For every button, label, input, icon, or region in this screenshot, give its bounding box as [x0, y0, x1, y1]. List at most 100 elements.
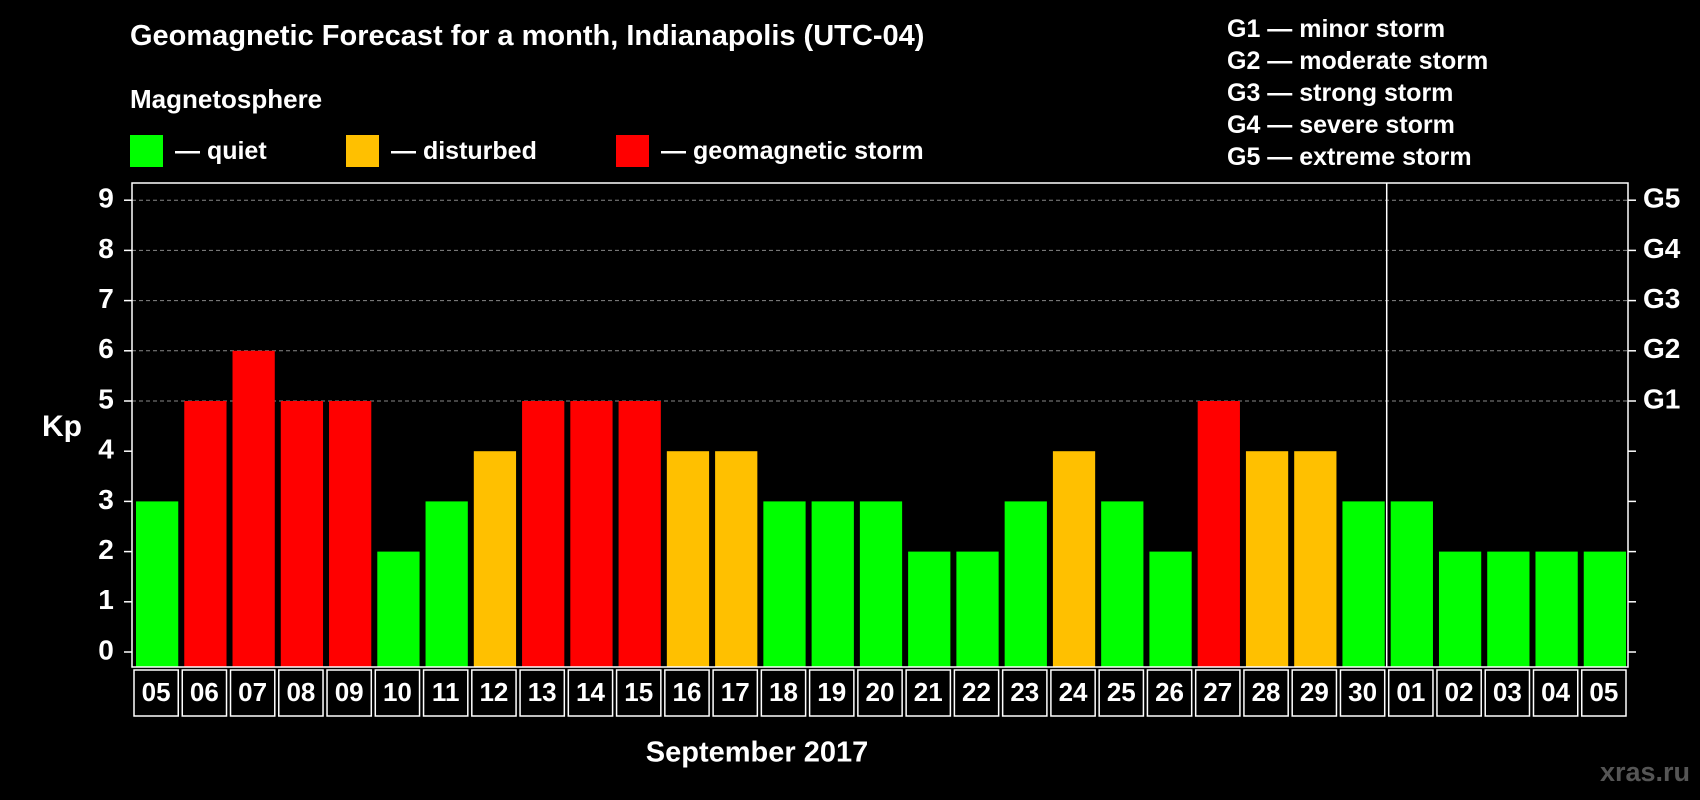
- bar-06: [184, 401, 227, 667]
- g-axis-label: G4: [1643, 233, 1681, 264]
- x-tick-label: 08: [286, 677, 315, 707]
- x-tick-box: [519, 669, 566, 717]
- g-scale-item: G5 — extreme storm: [1227, 143, 1472, 171]
- x-tick-label: 16: [673, 677, 702, 707]
- legend-swatch-quiet: [130, 135, 163, 167]
- x-tick-box: [471, 669, 517, 717]
- bar-17: [715, 451, 758, 667]
- y-tick-label: 0: [98, 634, 114, 665]
- bar-11: [425, 501, 468, 667]
- x-tick-label: 14: [576, 677, 605, 707]
- legend-item-storm: — geomagnetic storm: [616, 135, 924, 167]
- bar-04: [1535, 551, 1578, 667]
- bar-02: [1438, 551, 1482, 667]
- y-tick-label: 6: [98, 333, 114, 364]
- x-tick-label: 23: [1010, 677, 1039, 707]
- y-tick-label: 1: [98, 584, 114, 615]
- y-tick-label: 8: [98, 233, 114, 264]
- x-tick-box: [857, 669, 903, 717]
- legend-swatch-disturbed: [346, 135, 379, 167]
- x-tick-label: 26: [1155, 677, 1184, 707]
- x-tick-box: [1580, 669, 1627, 717]
- g-axis-label: G1: [1643, 383, 1680, 414]
- watermark: xras.ru: [1599, 757, 1690, 787]
- bar-27: [1197, 401, 1240, 667]
- x-tick-box: [1001, 669, 1048, 717]
- x-tick-box: [712, 669, 759, 717]
- x-tick-box: [808, 669, 855, 717]
- x-tick-box: [905, 669, 952, 717]
- x-tick-box: [422, 669, 469, 717]
- bar-12: [473, 451, 517, 667]
- y-axis-title: Kp: [42, 410, 82, 443]
- bar-13: [522, 401, 565, 667]
- chart-title: Geomagnetic Forecast for a month, Indian…: [130, 20, 925, 52]
- x-tick-label: 18: [769, 677, 798, 707]
- x-tick-label: 24: [1059, 677, 1088, 707]
- bar-16: [666, 451, 710, 667]
- g-scale-legend: G1 — minor storm G2 — moderate storm G3 …: [1227, 13, 1488, 173]
- g-scale-item: G3 — strong storm: [1227, 79, 1454, 107]
- plot-frame: [131, 182, 1629, 668]
- bar-26: [1149, 551, 1192, 667]
- x-tick-box: [1484, 669, 1531, 717]
- x-tick-label: 11: [432, 677, 460, 707]
- x-tick-label: 02: [1445, 677, 1474, 707]
- x-tick-label: 06: [190, 677, 219, 707]
- y-tick-label: 5: [98, 383, 114, 414]
- x-tick-box: [1339, 669, 1386, 717]
- x-tick-box: [1387, 669, 1434, 717]
- x-tick-label: 01: [1396, 677, 1425, 707]
- x-tick-label: 15: [624, 677, 653, 707]
- legend-item-disturbed: — disturbed: [346, 135, 537, 167]
- x-tick-box: [1050, 669, 1096, 717]
- legend-label-disturbed: — disturbed: [391, 136, 537, 165]
- x-tick-label: 21: [914, 677, 943, 707]
- bar-07: [232, 350, 275, 667]
- x-tick-label: 17: [721, 677, 750, 707]
- x-tick-box: [615, 669, 662, 717]
- x-tick-label: 28: [1252, 677, 1281, 707]
- legend-label-storm: — geomagnetic storm: [661, 136, 924, 165]
- bar-29: [1294, 451, 1337, 667]
- bar-03: [1487, 551, 1530, 667]
- x-tick-box: [953, 669, 1000, 717]
- x-tick-box: [1098, 669, 1145, 717]
- g-scale-item: G2 — moderate storm: [1227, 47, 1489, 75]
- x-tick-box: [1291, 669, 1338, 717]
- x-tick-box: [1146, 669, 1193, 717]
- x-tick-label: 19: [817, 677, 846, 707]
- x-tick-label: 27: [1203, 677, 1232, 707]
- x-tick-box: [1243, 669, 1289, 717]
- bar-18: [763, 501, 806, 667]
- x-tick-label: 12: [479, 677, 508, 707]
- x-tick-box: [567, 669, 614, 717]
- g-axis-label: G2: [1643, 333, 1680, 364]
- bar-24: [1052, 451, 1096, 667]
- x-tick-box: [664, 669, 710, 717]
- bar-21: [908, 551, 951, 667]
- x-tick-label: 10: [383, 677, 412, 707]
- legend-item-quiet: — quiet: [130, 135, 267, 167]
- x-tick-box: [181, 669, 228, 717]
- bar-22: [956, 551, 999, 667]
- bar-08: [280, 401, 324, 667]
- legend-label-quiet: — quiet: [175, 136, 267, 165]
- x-tick-label: 13: [528, 677, 557, 707]
- bar-23: [1004, 501, 1047, 667]
- x-tick-label: 05: [142, 677, 171, 707]
- x-tick-box: [760, 669, 807, 717]
- y-tick-label: 4: [98, 434, 114, 465]
- bar-05: [1583, 551, 1626, 667]
- x-tick-box: [278, 669, 324, 717]
- g-axis-label: G5: [1643, 183, 1680, 214]
- g-scale-item: G4 — severe storm: [1227, 111, 1455, 139]
- x-tick-label: 29: [1300, 677, 1329, 707]
- g-scale-item: G1 — minor storm: [1227, 15, 1446, 43]
- x-tick-label: 30: [1348, 677, 1377, 707]
- x-tick-box: [1532, 669, 1579, 717]
- x-tick-box: [1436, 669, 1482, 717]
- g-axis-label: G3: [1643, 283, 1680, 314]
- x-tick-box: [374, 669, 421, 717]
- bar-09: [329, 401, 372, 667]
